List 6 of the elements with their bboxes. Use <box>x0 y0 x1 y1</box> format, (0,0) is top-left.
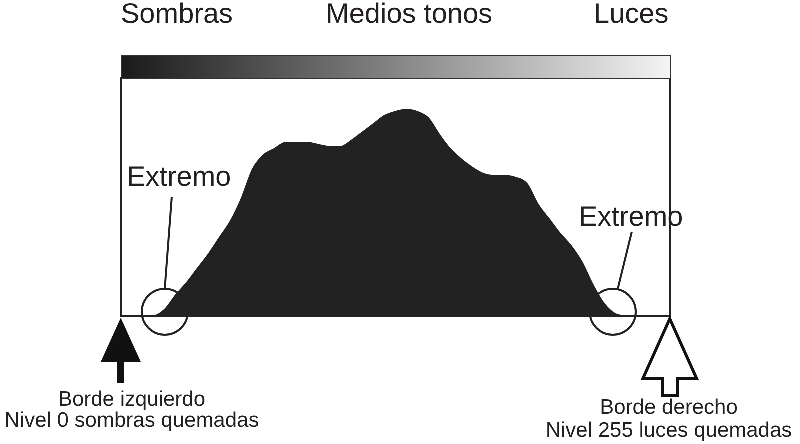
annotation: Extremo <box>127 161 232 192</box>
text: Borde izquierdo Nivel 0 sombras quemadas <box>4 388 260 432</box>
text: Borde derecho Nivel 255 luces quemadas <box>546 396 792 442</box>
text: Medios tonos <box>326 0 493 29</box>
text: Sombras <box>121 0 234 29</box>
text: Luces <box>594 0 669 29</box>
